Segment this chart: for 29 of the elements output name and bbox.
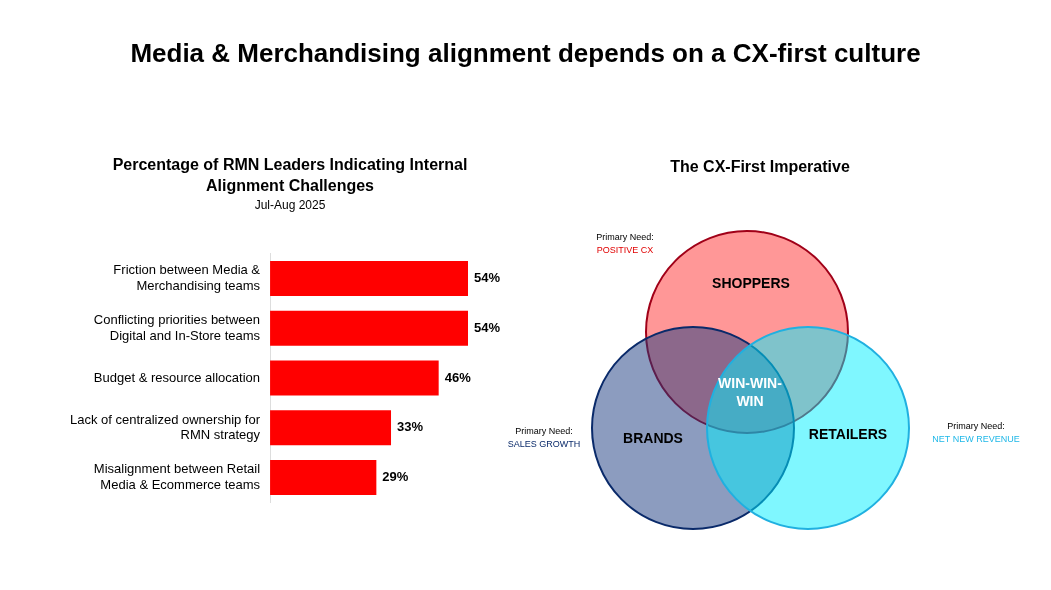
bar — [270, 460, 377, 495]
text: NET NEW REVENUE — [932, 434, 1020, 444]
data-label: 46% — [444, 369, 472, 385]
data-label: 54% — [474, 319, 501, 335]
y-tick-label: Misalignment between Retail Media & Ecommerce teams — [93, 461, 261, 492]
data-label: 29% — [382, 469, 409, 485]
text: Media & Merchandising alignment depends on a CX-first culture — [129, 38, 922, 69]
bar — [270, 410, 392, 446]
text: WIN-WIN-WIN — [718, 375, 783, 409]
text: SALES GROWTH — [507, 439, 581, 449]
data-label: 33% — [397, 419, 424, 435]
bar — [270, 261, 468, 296]
text: POSITIVE CX — [596, 245, 654, 255]
y-tick-label: Friction between Media & Merchandising teams — [113, 262, 261, 293]
text: Primary Need: — [596, 232, 654, 242]
text: BRANDS — [623, 430, 683, 446]
chart-subtitle: Percentage of RMN Leaders Indicating Internal Alignment Challenges — [111, 155, 469, 196]
y-tick-label: Budget & resource allocation — [93, 369, 261, 385]
text: RETAILERS — [808, 426, 888, 442]
text: The CX-First Imperative — [669, 158, 851, 176]
y-tick-label: Lack of centralized ownership for RMN strategy — [70, 411, 261, 443]
data-label: 54% — [474, 270, 501, 286]
text: Primary Need: — [947, 421, 1005, 431]
text: Jul-Aug 2025 — [253, 198, 327, 212]
bar — [270, 360, 439, 396]
text: Primary Need: — [515, 426, 573, 436]
bar — [270, 310, 468, 346]
y-tick-label: Conflicting priorities between Digital and In-Store teams — [93, 312, 261, 343]
text: SHOPPERS — [712, 275, 790, 291]
